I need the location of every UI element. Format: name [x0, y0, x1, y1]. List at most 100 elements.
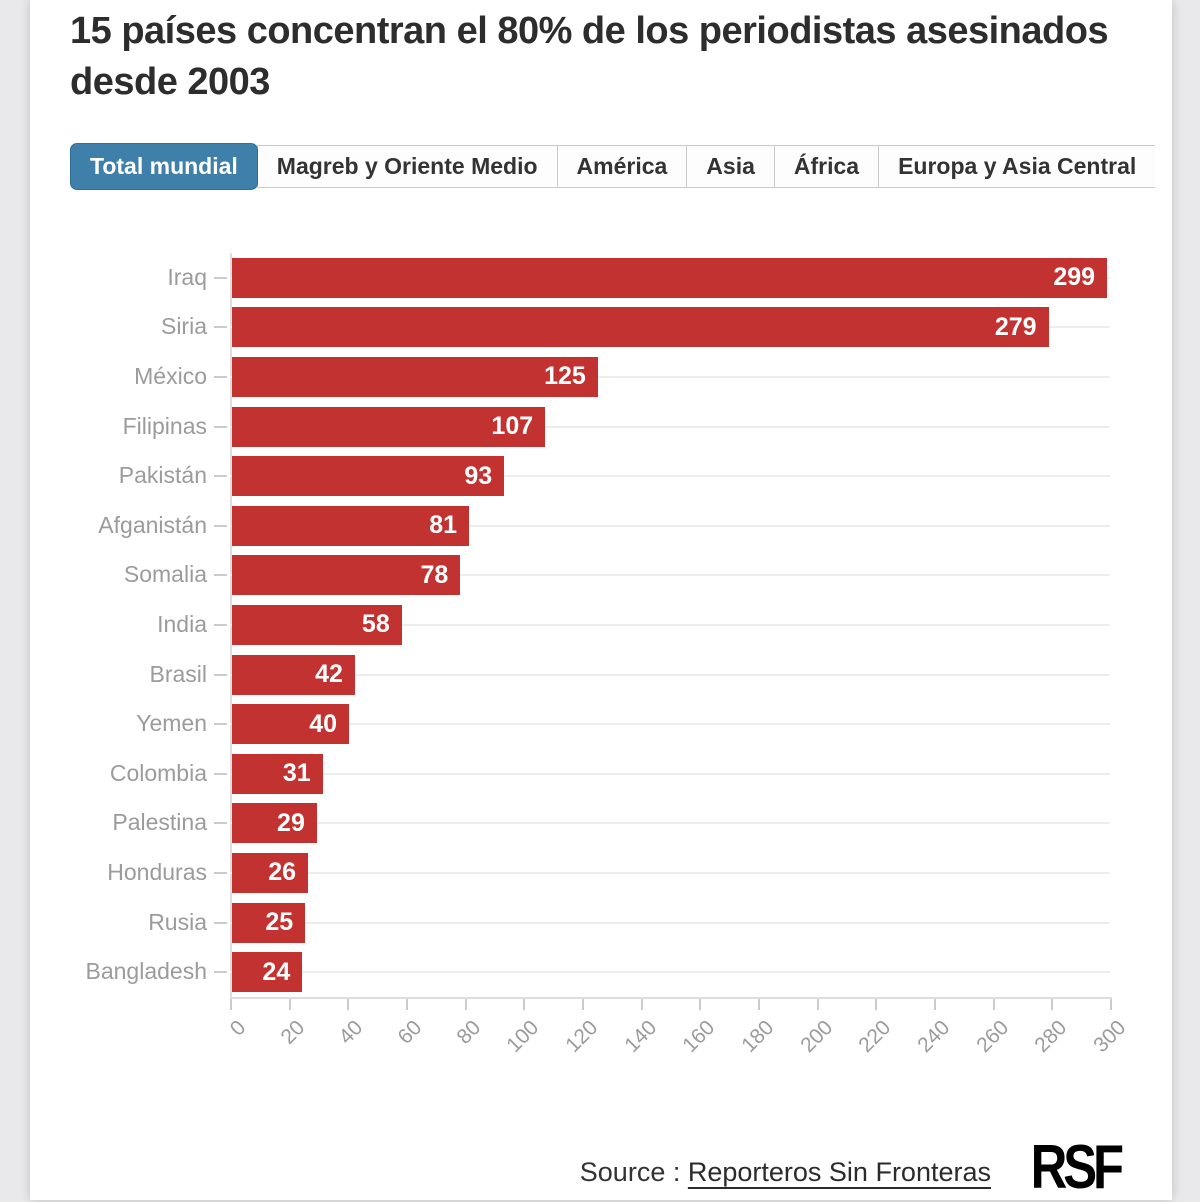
x-axis-tick-label: 140	[619, 1016, 661, 1058]
category-tick	[214, 375, 227, 378]
chart-row: Colombia 31	[30, 749, 1172, 799]
value-label: 40	[309, 709, 338, 738]
category-tick	[214, 772, 227, 775]
category-tick	[214, 971, 227, 974]
chart-row: Brasil 42	[30, 650, 1172, 700]
value-label: 31	[282, 759, 311, 788]
value-label: 58	[361, 610, 390, 639]
x-axis-tick	[1051, 999, 1054, 1010]
row-gridline	[230, 822, 1110, 825]
category-tick	[214, 524, 227, 527]
category-label: Rusia	[148, 908, 207, 935]
x-axis-tick-label: 240	[913, 1016, 955, 1058]
tab-bar: Total mundial Magreb y Oriente Medio Améri…	[70, 143, 1155, 190]
category-label: Bangladesh	[85, 958, 208, 985]
category-tick	[214, 871, 227, 874]
row-gridline	[230, 871, 1110, 874]
tab-asia[interactable]: Asia	[686, 145, 775, 188]
x-axis-tick	[347, 999, 350, 1010]
category-label: Honduras	[107, 858, 207, 885]
x-axis-tick	[992, 999, 995, 1010]
category-label: México	[134, 362, 207, 389]
bar-india: 58	[232, 604, 402, 645]
value-label: 107	[491, 412, 534, 441]
row-gridline	[230, 475, 1110, 478]
row-gridline	[230, 623, 1110, 626]
category-tick	[214, 276, 227, 279]
x-axis-tick	[288, 999, 291, 1010]
x-axis-tick	[582, 999, 584, 1010]
x-axis-tick	[816, 999, 819, 1010]
chart-row: Pakistán 93	[30, 451, 1172, 501]
category-label: Brasil	[149, 660, 207, 687]
value-label: 25	[265, 908, 294, 937]
category-tick	[214, 723, 227, 726]
category-tick	[214, 822, 227, 825]
x-axis-tick-label: 280	[1030, 1016, 1072, 1058]
x-axis-tick-label: 20	[276, 1016, 309, 1049]
category-tick	[214, 623, 227, 626]
bar-siria: 279	[232, 307, 1049, 348]
tab-magreb-oriente-medio[interactable]: Magreb y Oriente Medio	[256, 145, 558, 188]
value-label: 24	[262, 957, 291, 986]
chart-row: Bangladesh 24	[30, 947, 1172, 997]
bar-afganistan: 81	[232, 505, 470, 546]
category-tick	[214, 921, 227, 924]
x-axis-tick	[934, 999, 936, 1010]
bar-colombia: 31	[232, 753, 323, 794]
category-label: Pakistán	[118, 462, 207, 489]
chart-row: Afganistán 81	[30, 501, 1172, 551]
value-label: 299	[1053, 263, 1096, 292]
chart-row: Somalia 78	[30, 551, 1172, 601]
tab-america[interactable]: América	[556, 145, 688, 188]
bar-mexico: 125	[232, 356, 598, 397]
x-axis-line	[230, 997, 1112, 999]
tab-total-mundial[interactable]: Total mundial	[70, 143, 258, 190]
category-tick	[214, 475, 227, 478]
x-axis-tick	[1110, 999, 1112, 1010]
x-axis-tick	[640, 999, 643, 1010]
x-axis-tick	[230, 999, 232, 1010]
source-link[interactable]: Reporteros Sin Fronteras	[687, 1157, 991, 1187]
bar-somalia: 78	[232, 555, 461, 596]
tab-africa[interactable]: África	[773, 145, 880, 188]
source-prefix: Source :	[579, 1157, 681, 1187]
chart-row: México 125	[30, 352, 1172, 402]
value-label: 26	[268, 858, 297, 887]
category-label: India	[157, 610, 207, 637]
x-axis-tick-label: 80	[452, 1016, 485, 1049]
chart-row: Palestina 29	[30, 799, 1172, 849]
value-label: 125	[544, 362, 586, 391]
category-label: Palestina	[112, 809, 207, 836]
row-gridline	[230, 375, 1110, 378]
bar-filipinas: 107	[232, 406, 546, 447]
category-tick	[214, 673, 227, 676]
x-axis-tick	[464, 999, 467, 1010]
bar-palestina: 29	[232, 803, 317, 844]
x-axis-tick	[699, 999, 702, 1010]
tab-europa-asia-central[interactable]: Europa y Asia Central	[878, 145, 1155, 188]
row-gridline	[230, 524, 1110, 527]
value-label: 78	[420, 560, 449, 589]
row-gridline	[230, 723, 1110, 726]
bar-brasil: 42	[232, 654, 355, 695]
bar-pakistan: 93	[232, 456, 505, 497]
chart-row: Siria 279	[30, 303, 1172, 353]
row-gridline	[230, 772, 1110, 775]
row-gridline	[230, 971, 1110, 974]
bar-chart: Iraq 299 Siria 279 México 125 Filipinas 107 Paki…	[30, 253, 1172, 1093]
chart-row: Filipinas 107	[30, 402, 1172, 452]
category-label: Filipinas	[122, 412, 207, 439]
x-axis-tick-label: 40	[334, 1016, 368, 1049]
x-axis-tick-label: 120	[561, 1016, 603, 1058]
footer: Source : Reporteros Sin Fronteras RSF	[30, 1125, 1124, 1202]
x-axis-tick-label: 200	[795, 1016, 837, 1058]
x-axis-tick	[875, 999, 878, 1010]
chart-row: Yemen 40	[30, 699, 1172, 749]
x-axis-tick-label: 180	[737, 1016, 779, 1058]
rsf-logo[interactable]: RSF	[1030, 1133, 1124, 1202]
value-label: 42	[315, 660, 343, 689]
x-axis-tick-label: 100	[502, 1016, 544, 1058]
x-axis-tick	[758, 999, 760, 1010]
x-axis-tick-label: 220	[854, 1016, 896, 1058]
